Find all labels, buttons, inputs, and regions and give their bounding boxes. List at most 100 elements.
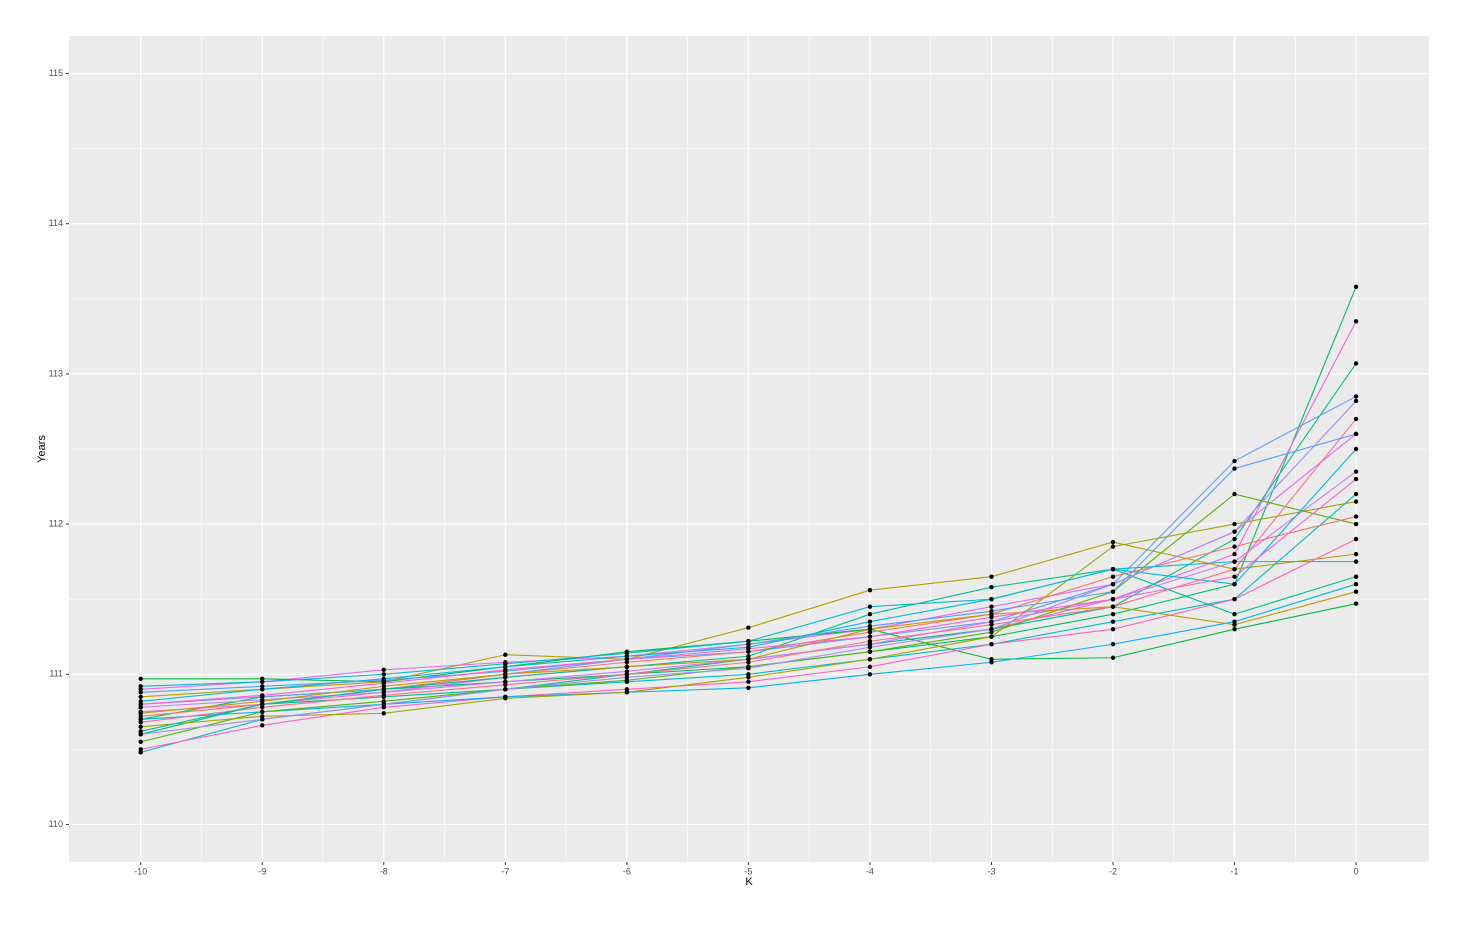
y-tick-label: 113 [49,368,63,378]
data-point [624,651,630,656]
data-point [1232,544,1237,549]
data-point [1353,514,1359,519]
data-point [867,657,873,662]
data-point [867,664,873,669]
data-point [1232,491,1237,497]
x-tick-label: -3 [987,866,995,876]
data-point [503,672,508,677]
data-point [624,657,630,662]
data-point [1232,559,1237,564]
data-point [989,627,994,632]
y-axis-title: Years [36,435,48,463]
x-tick-label: -2 [1109,866,1117,876]
data-point [381,711,386,716]
data-point [867,649,873,654]
data-point [1110,627,1116,632]
data-point [138,739,143,745]
data-point [1110,566,1116,572]
data-point [1353,601,1359,606]
y-tick-label: 115 [49,68,63,78]
data-point [503,667,508,672]
data-point [624,675,630,680]
data-point [867,672,873,677]
data-point [138,676,143,681]
data-point [503,652,508,657]
data-point [1232,529,1237,534]
x-tick-label: -1 [1231,866,1239,876]
data-point [381,667,386,672]
data-point [260,684,265,689]
data-point [1353,521,1359,527]
data-point [1110,604,1116,609]
data-point [1110,589,1116,594]
data-point [138,690,143,695]
data-point [1232,612,1237,617]
y-tick-label: 111 [49,669,63,679]
data-point [1232,566,1237,572]
x-tick-label: -6 [623,866,631,876]
data-point [1110,539,1116,545]
data-point [746,625,751,630]
data-point [138,724,143,730]
y-tick-label: 114 [49,218,63,228]
data-point [1232,581,1237,587]
data-point [1110,574,1116,579]
data-point [989,660,994,665]
data-point [746,679,751,684]
data-point [1110,596,1116,602]
data-point [989,634,994,639]
data-point [260,723,265,728]
data-point [1232,536,1237,542]
data-point [867,587,873,593]
data-point [1110,642,1116,647]
data-point [1353,551,1359,557]
data-point [1353,476,1359,482]
data-point [1232,551,1237,557]
data-point [867,639,873,644]
data-point [1232,466,1237,471]
data-point [624,690,630,695]
x-tick-label: 0 [1354,866,1359,876]
x-tick-label: -4 [866,866,874,876]
data-point [1353,559,1359,564]
data-point [260,717,265,722]
y-tick-label: 110 [49,819,63,829]
data-point [260,699,265,704]
data-point [1353,469,1359,474]
data-point [746,657,751,662]
data-point [1232,596,1237,602]
data-point [1353,491,1359,497]
data-point [1232,622,1237,627]
data-point [989,584,994,590]
data-point [1232,458,1237,464]
data-point [1353,499,1359,504]
data-point [867,612,873,617]
x-tick-label: -10 [134,866,147,876]
data-point [867,604,873,609]
data-point [867,619,873,624]
x-tick-label: -5 [744,866,752,876]
data-point [746,685,751,690]
data-point [1353,361,1359,366]
data-point [138,694,143,699]
data-point [138,720,143,725]
data-point [138,702,143,707]
data-point [989,622,994,627]
data-point [1353,398,1359,404]
data-point [624,664,630,669]
data-point [381,702,386,707]
data-point [260,693,265,698]
data-point [1353,574,1359,579]
data-point [989,615,994,620]
data-point [1353,319,1359,324]
data-point [1110,619,1116,624]
data-point [138,711,143,716]
data-point [503,687,508,692]
data-point [746,646,751,651]
x-axis-title: K [745,876,753,888]
data-point [1353,536,1359,542]
data-point [138,747,143,752]
x-tick-label: -8 [380,866,388,876]
data-point [746,675,751,680]
data-point [1110,612,1116,617]
